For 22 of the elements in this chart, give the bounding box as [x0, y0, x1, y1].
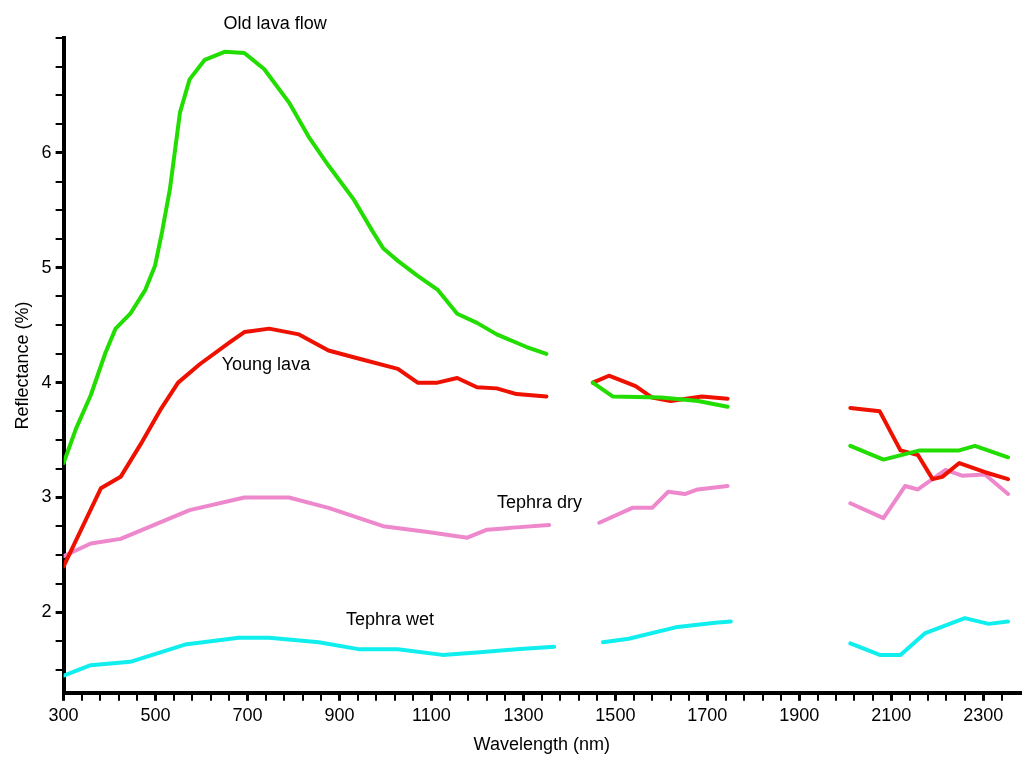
x-tick-label: 500 [140, 704, 171, 725]
y-tick-label: 6 [41, 141, 52, 162]
x-tick-label: 700 [232, 704, 263, 725]
x-tick-label: 1700 [687, 704, 728, 725]
x-tick-label: 1500 [595, 704, 636, 725]
x-tick-label: 300 [48, 704, 79, 725]
x-tick-label: 900 [324, 704, 355, 725]
x-tick-label: 1900 [779, 704, 820, 725]
y-tick-label: 2 [41, 601, 52, 622]
series-label: Young lava [221, 354, 312, 375]
x-tick-label: 1100 [412, 704, 451, 725]
y-axis-title: Reflectance (%) [11, 301, 32, 430]
series-label: Tephra dry [496, 492, 583, 513]
x-tick-label: 2300 [963, 704, 1004, 725]
y-tick-label: 5 [41, 256, 52, 277]
y-tick-label: 3 [41, 486, 52, 507]
x-axis-title: Wavelength (nm) [473, 734, 610, 755]
x-tick-label: 2100 [871, 704, 912, 725]
series-label: Tephra wet [346, 609, 435, 630]
series-label: Old lava flow [223, 13, 328, 34]
y-tick-label: 4 [41, 371, 52, 392]
x-tick-label: 1300 [503, 704, 544, 725]
